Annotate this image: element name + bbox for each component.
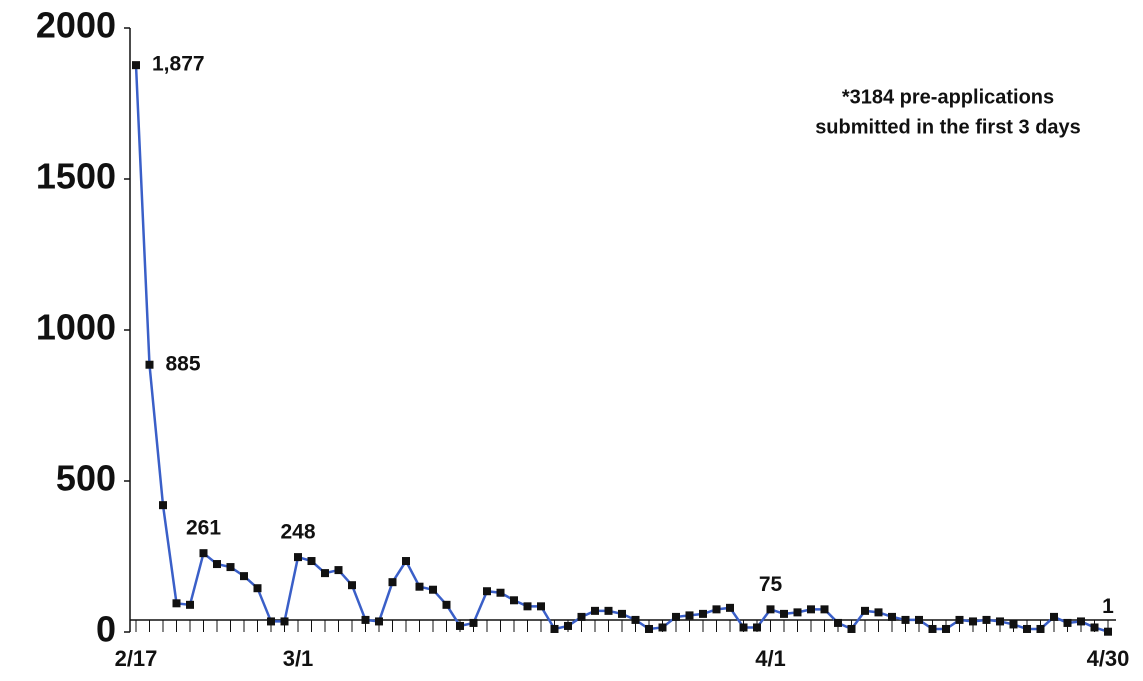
- value-label: 1,877: [152, 53, 205, 76]
- data-point: [753, 623, 761, 632]
- data-point: [685, 611, 694, 620]
- value-label: 885: [166, 352, 201, 375]
- data-point: [604, 606, 613, 615]
- x-tick-label: 4/30: [1087, 646, 1130, 671]
- data-point: [442, 600, 451, 609]
- data-point: [159, 501, 167, 510]
- data-point: [1063, 618, 1072, 627]
- data-point: [766, 605, 775, 614]
- data-point: [861, 606, 869, 615]
- data-point: [510, 596, 518, 605]
- data-point: [294, 553, 302, 562]
- data-point: [1077, 617, 1085, 626]
- data-point: [523, 602, 532, 611]
- data-point: [564, 621, 572, 630]
- data-point: [874, 608, 883, 617]
- data-point: [1009, 620, 1018, 629]
- data-point: [537, 602, 545, 611]
- data-point: [591, 606, 599, 615]
- data-point: [834, 618, 842, 627]
- value-label: 248: [280, 521, 315, 544]
- data-point: [820, 605, 829, 614]
- data-point: [496, 588, 505, 597]
- data-point: [213, 560, 221, 569]
- data-point: [550, 624, 559, 633]
- value-label: 1: [1102, 595, 1114, 618]
- data-point: [1036, 624, 1045, 633]
- data-point: [699, 609, 707, 618]
- y-tick-label: 1500: [36, 156, 116, 197]
- data-line: [134, 65, 1109, 633]
- data-point: [348, 581, 356, 590]
- value-label: 261: [186, 517, 221, 540]
- data-point: [1104, 627, 1112, 636]
- annotation: submitted in the first 3 days: [815, 116, 1081, 138]
- data-point: [955, 615, 964, 624]
- data-point: [402, 557, 410, 566]
- data-point: [267, 617, 275, 626]
- x-tick-label: 2/17: [115, 646, 158, 671]
- data-point: [415, 582, 424, 591]
- data-point: [307, 557, 316, 566]
- data-point: [321, 569, 329, 578]
- y-tick-label: 0: [96, 609, 116, 650]
- data-point: [672, 612, 680, 621]
- data-point: [1090, 623, 1099, 632]
- data-point: [361, 615, 370, 624]
- data-point: [739, 623, 748, 632]
- data-point: [469, 618, 478, 627]
- data-point: [199, 549, 208, 558]
- data-point: [658, 623, 667, 632]
- data-point: [226, 563, 235, 572]
- data-point: [132, 61, 140, 70]
- data-point: [712, 605, 721, 614]
- data-point: [388, 578, 397, 587]
- data-point: [429, 585, 437, 594]
- data-point: [780, 609, 788, 618]
- data-point: [483, 587, 491, 596]
- data-point: [847, 624, 856, 633]
- annotation: *3184 pre-applications: [842, 86, 1054, 108]
- data-point: [375, 617, 383, 626]
- data-point: [172, 599, 181, 608]
- data-point: [1050, 612, 1058, 621]
- data-point: [618, 609, 626, 618]
- value-label: 75: [759, 573, 783, 596]
- y-tick-label: 500: [56, 458, 116, 499]
- data-point: [631, 615, 640, 624]
- data-point: [915, 615, 923, 624]
- data-point: [928, 624, 937, 633]
- data-point: [645, 624, 653, 633]
- y-tick-label: 1000: [36, 307, 116, 348]
- data-point: [726, 603, 734, 612]
- data-point: [793, 608, 802, 617]
- data-point: [807, 605, 815, 614]
- data-point: [969, 617, 977, 626]
- data-point: [145, 360, 154, 369]
- data-point: [577, 612, 586, 621]
- data-point: [280, 617, 289, 626]
- x-tick-label: 4/1: [755, 646, 786, 671]
- data-point: [334, 566, 343, 575]
- x-tick-label: 3/1: [283, 646, 314, 671]
- data-point: [253, 584, 262, 593]
- data-point: [996, 617, 1004, 626]
- data-point: [1023, 624, 1031, 633]
- y-tick-label: 2000: [36, 5, 116, 46]
- data-point: [901, 615, 910, 624]
- data-point: [888, 612, 896, 621]
- data-point: [942, 624, 950, 633]
- data-point: [186, 600, 194, 609]
- data-point: [456, 621, 464, 630]
- data-point: [982, 615, 991, 624]
- data-point: [240, 572, 248, 581]
